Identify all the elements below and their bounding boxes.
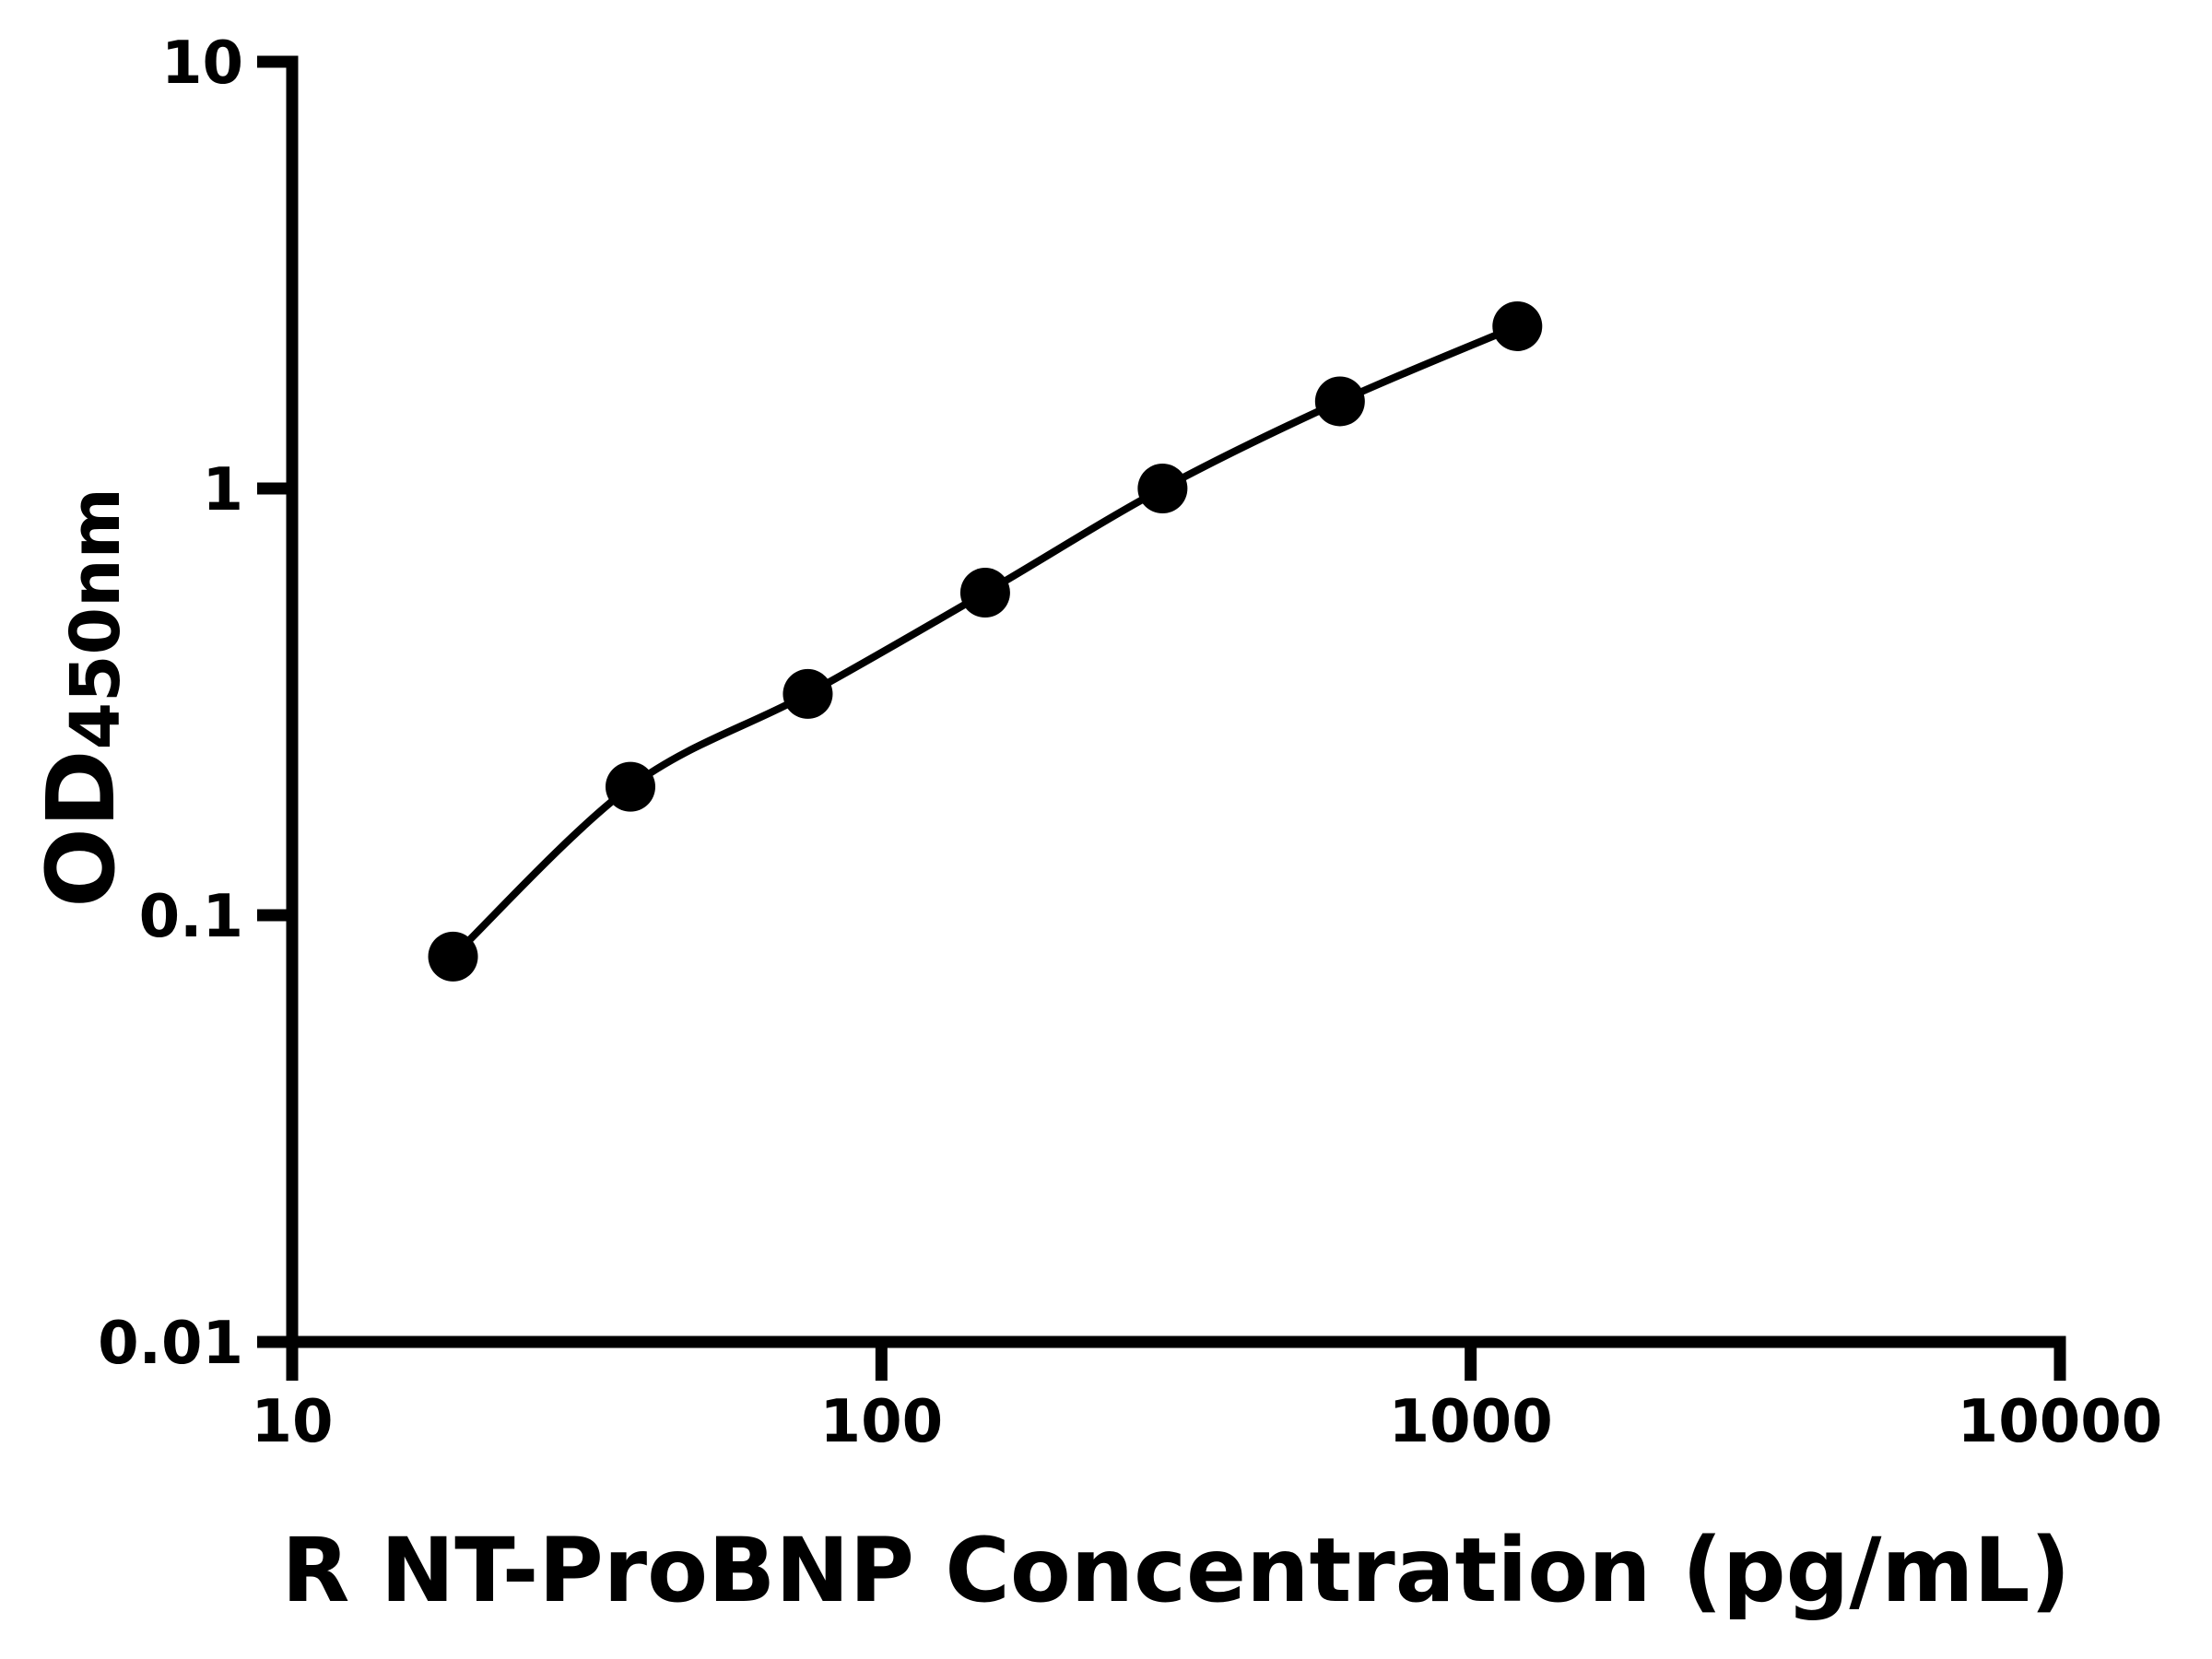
x-axis-title: R NT-ProBNP Concentration (pg/mL) xyxy=(282,1519,2071,1622)
y-axis-title: OD450nm xyxy=(27,488,136,908)
axis-tick-labels: 10 100 1000 10000 10 1 0.1 0.01 xyxy=(98,29,2162,1456)
y-tick-label: 0.1 xyxy=(139,883,243,951)
data-point xyxy=(1314,376,1365,427)
x-tick-label: 1000 xyxy=(1389,1388,1553,1456)
y-axis-title-subscript: 450nm xyxy=(56,488,135,749)
y-tick-label: 0.01 xyxy=(98,1310,243,1378)
data-series xyxy=(428,300,1543,982)
curve-line xyxy=(450,323,1519,959)
x-tick-label: 100 xyxy=(820,1388,944,1456)
axis-ticks xyxy=(257,55,2066,1381)
y-tick-label: 1 xyxy=(202,456,243,524)
data-point xyxy=(428,931,478,982)
data-point xyxy=(605,761,655,812)
y-axis-title-main: OD xyxy=(27,749,136,907)
x-tick-label: 10 xyxy=(251,1388,333,1456)
data-point xyxy=(1492,300,1543,351)
data-point xyxy=(1137,464,1188,513)
data-point xyxy=(959,568,1010,618)
data-point xyxy=(782,668,833,719)
y-tick-label: 10 xyxy=(161,29,243,98)
x-tick-label: 10000 xyxy=(1958,1388,2163,1456)
